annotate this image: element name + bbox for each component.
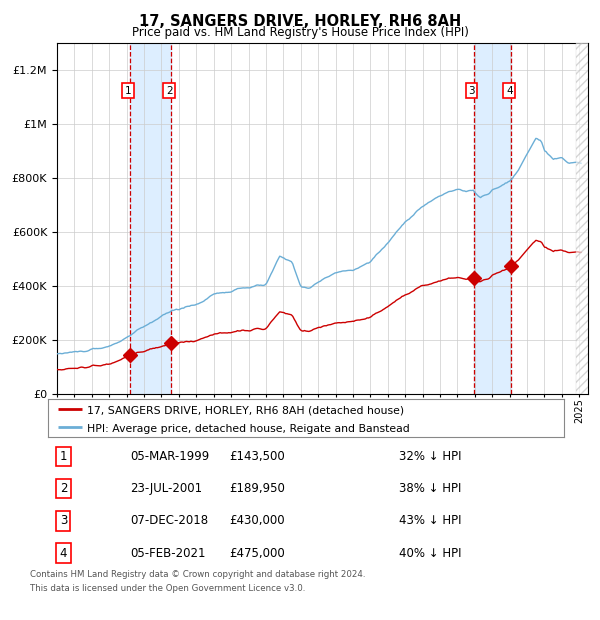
Text: 32% ↓ HPI: 32% ↓ HPI [399,450,461,463]
Text: 05-FEB-2021: 05-FEB-2021 [131,547,206,559]
Text: 3: 3 [60,515,67,527]
Text: HPI: Average price, detached house, Reigate and Banstead: HPI: Average price, detached house, Reig… [86,423,409,433]
Text: 1: 1 [124,86,131,95]
Text: 3: 3 [468,86,475,95]
Text: Price paid vs. HM Land Registry's House Price Index (HPI): Price paid vs. HM Land Registry's House … [131,26,469,39]
Bar [473,43,511,394]
Bar [130,43,171,394]
Text: 40% ↓ HPI: 40% ↓ HPI [399,547,461,559]
Text: 17, SANGERS DRIVE, HORLEY, RH6 8AH: 17, SANGERS DRIVE, HORLEY, RH6 8AH [139,14,461,29]
Text: Contains HM Land Registry data © Crown copyright and database right 2024.: Contains HM Land Registry data © Crown c… [30,570,365,580]
Text: £189,950: £189,950 [229,482,286,495]
Text: 17, SANGERS DRIVE, HORLEY, RH6 8AH (detached house): 17, SANGERS DRIVE, HORLEY, RH6 8AH (deta… [86,405,404,415]
Text: 43% ↓ HPI: 43% ↓ HPI [399,515,461,527]
Text: 4: 4 [60,547,67,559]
Text: This data is licensed under the Open Government Licence v3.0.: This data is licensed under the Open Gov… [30,584,305,593]
Text: 23-JUL-2001: 23-JUL-2001 [131,482,203,495]
Bar [577,43,588,394]
Text: 4: 4 [506,86,512,95]
Text: 2: 2 [60,482,67,495]
Text: 2: 2 [166,86,172,95]
Text: 1: 1 [60,450,67,463]
Text: 05-MAR-1999: 05-MAR-1999 [131,450,210,463]
Text: 38% ↓ HPI: 38% ↓ HPI [399,482,461,495]
Text: £143,500: £143,500 [230,450,286,463]
Text: £430,000: £430,000 [230,515,286,527]
Text: 07-DEC-2018: 07-DEC-2018 [131,515,209,527]
Text: £475,000: £475,000 [230,547,286,559]
